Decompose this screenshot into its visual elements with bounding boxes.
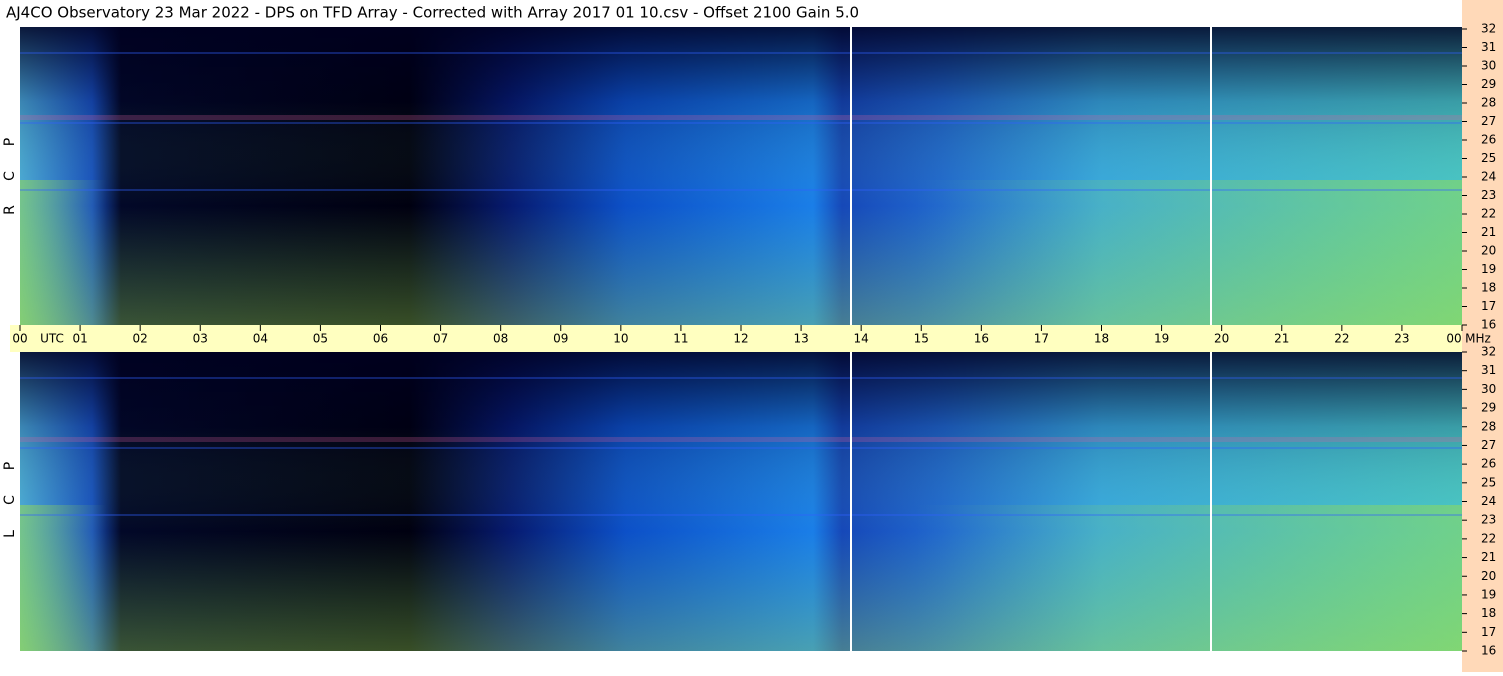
freq-label: 25	[1481, 475, 1496, 489]
polarization-label: R	[2, 205, 18, 215]
time-label: 10	[613, 332, 628, 346]
panel-top	[20, 27, 1462, 325]
freq-label: 29	[1481, 77, 1496, 91]
freq-unit: MHz	[1465, 332, 1491, 346]
freq-label: 17	[1481, 625, 1496, 639]
time-label: 05	[313, 332, 328, 346]
markers	[850, 27, 1212, 651]
freq-label: 23	[1481, 513, 1496, 527]
polarization-label: C	[2, 171, 18, 181]
polarization-label: C	[2, 495, 18, 505]
freq-label: 21	[1481, 225, 1496, 239]
reference-lines	[20, 52, 1462, 516]
freq-label: 23	[1481, 188, 1496, 202]
labels: 00 01 02 03 04 05 06 07 08 09 10 11 12 13 14 15 16 17 18 19…	[2, 22, 1496, 658]
time-label: 16	[974, 332, 989, 346]
time-label: 08	[493, 332, 508, 346]
time-label: 09	[553, 332, 568, 346]
time-label: 06	[373, 332, 388, 346]
freq-label: 17	[1481, 299, 1496, 313]
time-label: 00	[12, 332, 27, 346]
freq-label: 26	[1481, 457, 1496, 471]
panel-bottom	[20, 352, 1462, 651]
freq-label: 22	[1481, 531, 1496, 545]
freq-label: 32	[1481, 345, 1496, 359]
freq-label: 24	[1481, 170, 1496, 184]
freq-label: 29	[1481, 401, 1496, 415]
freq-label: 22	[1481, 207, 1496, 221]
time-label: 00	[1446, 332, 1461, 346]
freq-label: 27	[1481, 438, 1496, 452]
time-unit: UTC	[40, 332, 64, 346]
time-label: 13	[793, 332, 808, 346]
freq-label: 32	[1481, 22, 1496, 36]
freq-label: 20	[1481, 569, 1496, 583]
polarization-label: P	[2, 462, 18, 470]
freq-label: 21	[1481, 550, 1496, 564]
freq-label: 31	[1481, 40, 1496, 54]
freq-label: 24	[1481, 494, 1496, 508]
time-label: 01	[72, 332, 87, 346]
time-label: 15	[914, 332, 929, 346]
time-label: 11	[673, 332, 688, 346]
polarization-label: L	[2, 530, 18, 538]
time-label: 20	[1214, 332, 1229, 346]
freq-label: 27	[1481, 114, 1496, 128]
freq-label: 28	[1481, 419, 1496, 433]
freq-label: 30	[1481, 59, 1496, 73]
time-label: 02	[133, 332, 148, 346]
freq-label: 19	[1481, 587, 1496, 601]
freq-label: 16	[1481, 318, 1496, 332]
freq-label: 31	[1481, 363, 1496, 377]
time-label: 17	[1034, 332, 1049, 346]
time-label: 04	[253, 332, 268, 346]
freq-label: 25	[1481, 151, 1496, 165]
freq-label: 16	[1481, 644, 1496, 658]
freq-label: 18	[1481, 606, 1496, 620]
freq-label: 26	[1481, 133, 1496, 147]
time-label: 07	[433, 332, 448, 346]
time-label: 19	[1154, 332, 1169, 346]
time-label: 03	[193, 332, 208, 346]
time-label: 12	[733, 332, 748, 346]
title: AJ4CO Observatory 23 Mar 2022 - DPS on T…	[6, 4, 859, 22]
time-label: 18	[1094, 332, 1109, 346]
time-label: 21	[1274, 332, 1289, 346]
polarization-label: P	[2, 138, 18, 146]
freq-label: 18	[1481, 281, 1496, 295]
time-label: 23	[1394, 332, 1409, 346]
freq-label: 30	[1481, 382, 1496, 396]
frequency-strip	[1462, 0, 1503, 672]
freq-label: 28	[1481, 96, 1496, 110]
time-label: 22	[1334, 332, 1349, 346]
time-strip	[10, 325, 1462, 352]
freq-label: 19	[1481, 262, 1496, 276]
freq-label: 20	[1481, 244, 1496, 258]
time-label: 14	[854, 332, 869, 346]
